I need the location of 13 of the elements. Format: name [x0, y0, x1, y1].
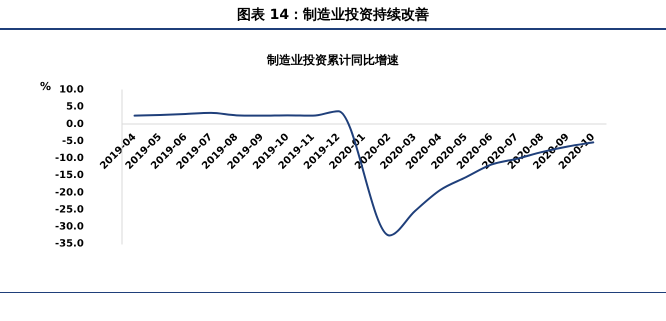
- y-tick-label: 10.0: [59, 84, 84, 96]
- y-axis-title: %: [40, 80, 52, 93]
- chart-title: 图表 14：制造业投资持续改善: [0, 0, 666, 30]
- y-tick-label: 5.0: [66, 102, 84, 113]
- y-tick-label: -35.0: [54, 238, 84, 250]
- y-tick-label: -20.0: [54, 187, 84, 198]
- y-tick-label: -5.0: [62, 136, 84, 147]
- y-tick-label: -25.0: [54, 204, 84, 216]
- y-tick-label: 0.0: [66, 118, 84, 130]
- y-tick-label: -10.0: [54, 153, 84, 164]
- y-tick-label: -15.0: [54, 170, 84, 182]
- y-tick-label: -30.0: [54, 221, 84, 232]
- chart-subtitle: 制造业投资累计同比增速: [266, 52, 400, 69]
